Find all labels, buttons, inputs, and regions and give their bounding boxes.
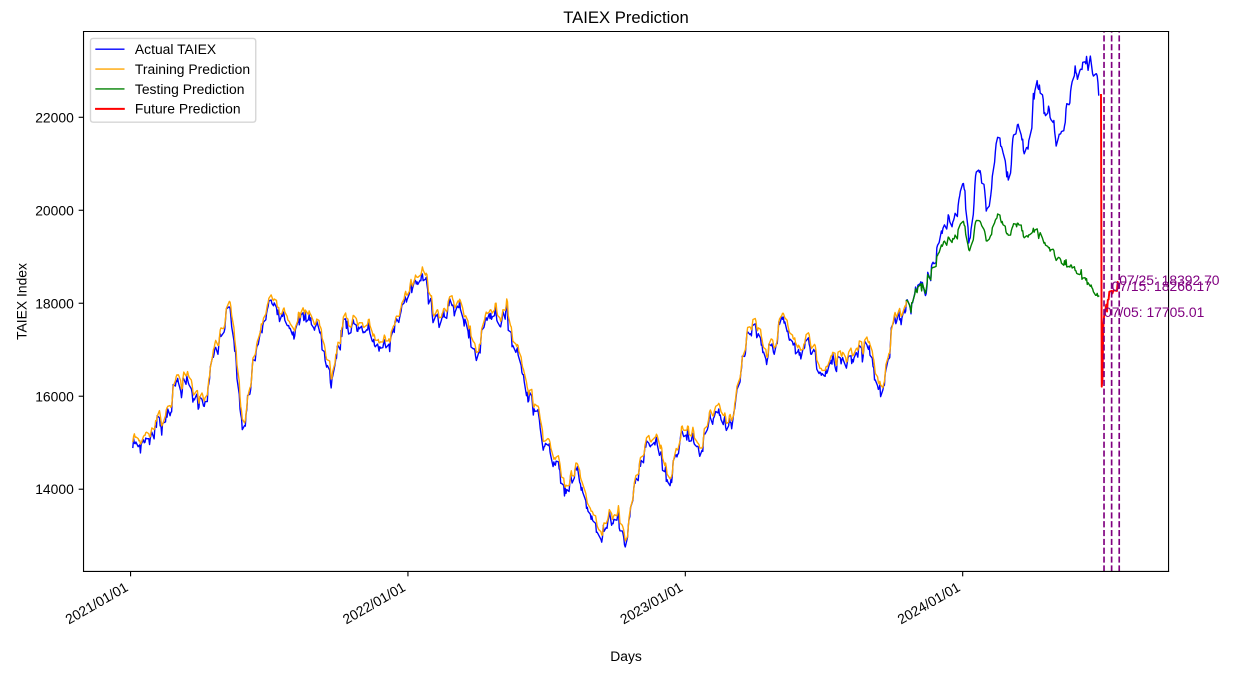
svg-text:Testing Prediction: Testing Prediction [135,81,245,97]
svg-text:20000: 20000 [35,202,74,218]
svg-text:22000: 22000 [35,109,74,125]
svg-text:07/05: 17705.01: 07/05: 17705.01 [1104,304,1205,320]
svg-text:TAIEX Prediction: TAIEX Prediction [563,8,689,27]
svg-text:Future Prediction: Future Prediction [135,101,241,117]
svg-text:18000: 18000 [35,295,74,311]
svg-text:07/25: 18392.70: 07/25: 18392.70 [1119,272,1220,288]
svg-text:16000: 16000 [35,388,74,404]
svg-text:14000: 14000 [35,481,74,497]
svg-text:Actual TAIEX: Actual TAIEX [135,41,216,57]
svg-text:Training Prediction: Training Prediction [135,61,250,77]
svg-text:Days: Days [610,648,642,664]
svg-text:TAIEX Index: TAIEX Index [14,263,30,340]
